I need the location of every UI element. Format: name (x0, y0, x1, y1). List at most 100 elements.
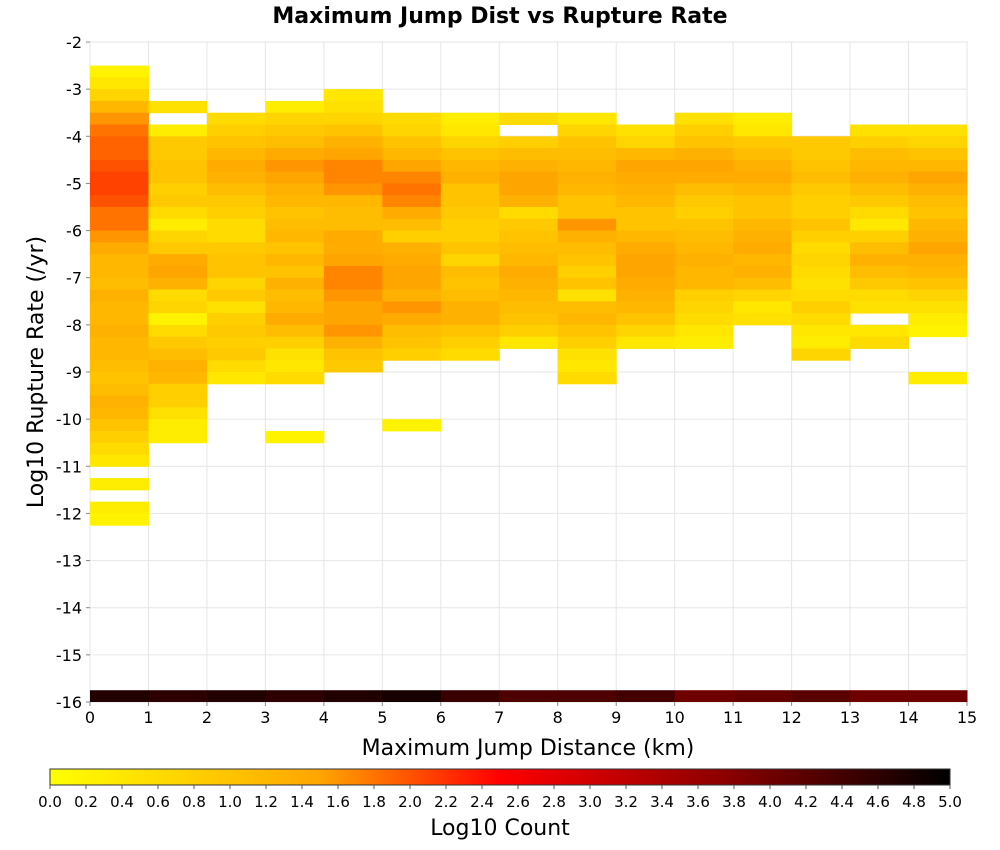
heatmap-cell (733, 124, 793, 137)
heatmap-cell-bottom (908, 690, 968, 702)
heatmap-cell (499, 183, 559, 196)
colorbar-tick-label: 0.2 (74, 793, 98, 811)
heatmap-cell (850, 218, 910, 232)
heatmap-cell (440, 277, 500, 290)
heatmap-cell (265, 207, 325, 220)
heatmap-cell (557, 230, 617, 243)
heatmap-cell (323, 183, 383, 196)
heatmap-cell (90, 159, 149, 173)
heatmap-cell (850, 124, 910, 137)
colorbar-tick-label: 3.0 (578, 793, 602, 811)
heatmap-cell (90, 372, 149, 385)
heatmap-cell (557, 360, 617, 373)
heatmap-cell (323, 360, 383, 373)
heatmap-cell (90, 360, 149, 373)
heatmap-cell (323, 159, 383, 173)
heatmap-cell (323, 301, 383, 314)
heatmap-cell (206, 112, 266, 125)
heatmap-cell (90, 65, 149, 78)
heatmap-cell (323, 207, 383, 220)
y-tick-label: -8 (66, 316, 82, 335)
colorbar-tick-label: 3.6 (686, 793, 710, 811)
heatmap-cell (206, 230, 266, 243)
heatmap-cell (616, 254, 676, 267)
heatmap-cell (440, 195, 500, 208)
heatmap-cell (557, 289, 617, 302)
heatmap-cell (616, 148, 676, 161)
heatmap-cell (733, 254, 793, 267)
heatmap-cell (148, 313, 208, 326)
heatmap-cell (908, 124, 968, 137)
heatmap-cell (674, 277, 734, 290)
heatmap-cell (206, 159, 266, 173)
heatmap-cell (733, 313, 793, 326)
heatmap-cell (499, 242, 559, 255)
heatmap-cell (265, 112, 325, 125)
heatmap-cell (148, 242, 208, 255)
heatmap-cell (791, 254, 851, 267)
y-tick-label: -10 (56, 410, 82, 429)
heatmap-cell (265, 313, 325, 326)
heatmap-cell (557, 348, 617, 361)
heatmap-cell (90, 183, 149, 196)
heatmap-cell (440, 242, 500, 255)
y-tick-label: -15 (56, 646, 82, 665)
heatmap-cell (323, 148, 383, 161)
heatmap-cell (90, 254, 149, 267)
heatmap-cell (265, 183, 325, 196)
heatmap-cell (382, 324, 442, 338)
heatmap-cell (148, 419, 208, 432)
heatmap-cell (382, 124, 442, 137)
heatmap-cell (265, 230, 325, 243)
y-tick-label: -5 (66, 174, 82, 193)
heatmap-cell (791, 207, 851, 220)
heatmap-cell (440, 112, 500, 125)
heatmap-cell (908, 183, 968, 196)
heatmap-cell (90, 148, 149, 161)
heatmap-cell (148, 348, 208, 361)
colorbar-tick-label: 1.8 (362, 793, 386, 811)
heatmap-cell (733, 183, 793, 196)
heatmap-cell (557, 324, 617, 338)
heatmap-cell (557, 218, 617, 232)
heatmap-cell (323, 218, 383, 232)
heatmap-cell (323, 336, 383, 349)
heatmap-cell (206, 195, 266, 208)
heatmap-cell (499, 313, 559, 326)
heatmap-cell (90, 501, 149, 514)
heatmap-cell (557, 336, 617, 349)
heatmap-cell (850, 301, 910, 314)
heatmap-cell-bottom (499, 690, 559, 702)
heatmap-cell (265, 254, 325, 267)
heatmap-cell (908, 372, 968, 385)
heatmap-cell (206, 277, 266, 290)
heatmap-cell (90, 195, 149, 208)
colorbar-tick-label: 2.2 (434, 793, 458, 811)
heatmap-cell (265, 360, 325, 373)
heatmap-cell (90, 513, 149, 526)
heatmap-cell (499, 324, 559, 338)
heatmap-cell (382, 112, 442, 125)
heatmap-cell (557, 277, 617, 290)
heatmap-cell (148, 218, 208, 232)
heatmap-cell (206, 207, 266, 220)
heatmap-cell (791, 289, 851, 302)
heatmap-cell-bottom (382, 690, 442, 702)
x-tick-label: 3 (260, 708, 270, 727)
heatmap-cell (908, 242, 968, 255)
heatmap-cell (850, 265, 910, 279)
heatmap-cell (440, 207, 500, 220)
colorbar-tick-label: 2.6 (506, 793, 530, 811)
heatmap-cell (440, 230, 500, 243)
colorbar-tick-label: 0.0 (38, 793, 62, 811)
heatmap-cell-bottom (674, 690, 734, 702)
heatmap-cell (323, 100, 383, 114)
heatmap-cell (616, 301, 676, 314)
heatmap-cell (382, 136, 442, 149)
heatmap-cell (850, 195, 910, 208)
heatmap-cell (499, 289, 559, 302)
colorbar-tick-label: 3.2 (614, 793, 638, 811)
heatmap-cell (323, 254, 383, 267)
heatmap-cell (850, 171, 910, 184)
colorbar-tick-label: 5.0 (938, 793, 962, 811)
